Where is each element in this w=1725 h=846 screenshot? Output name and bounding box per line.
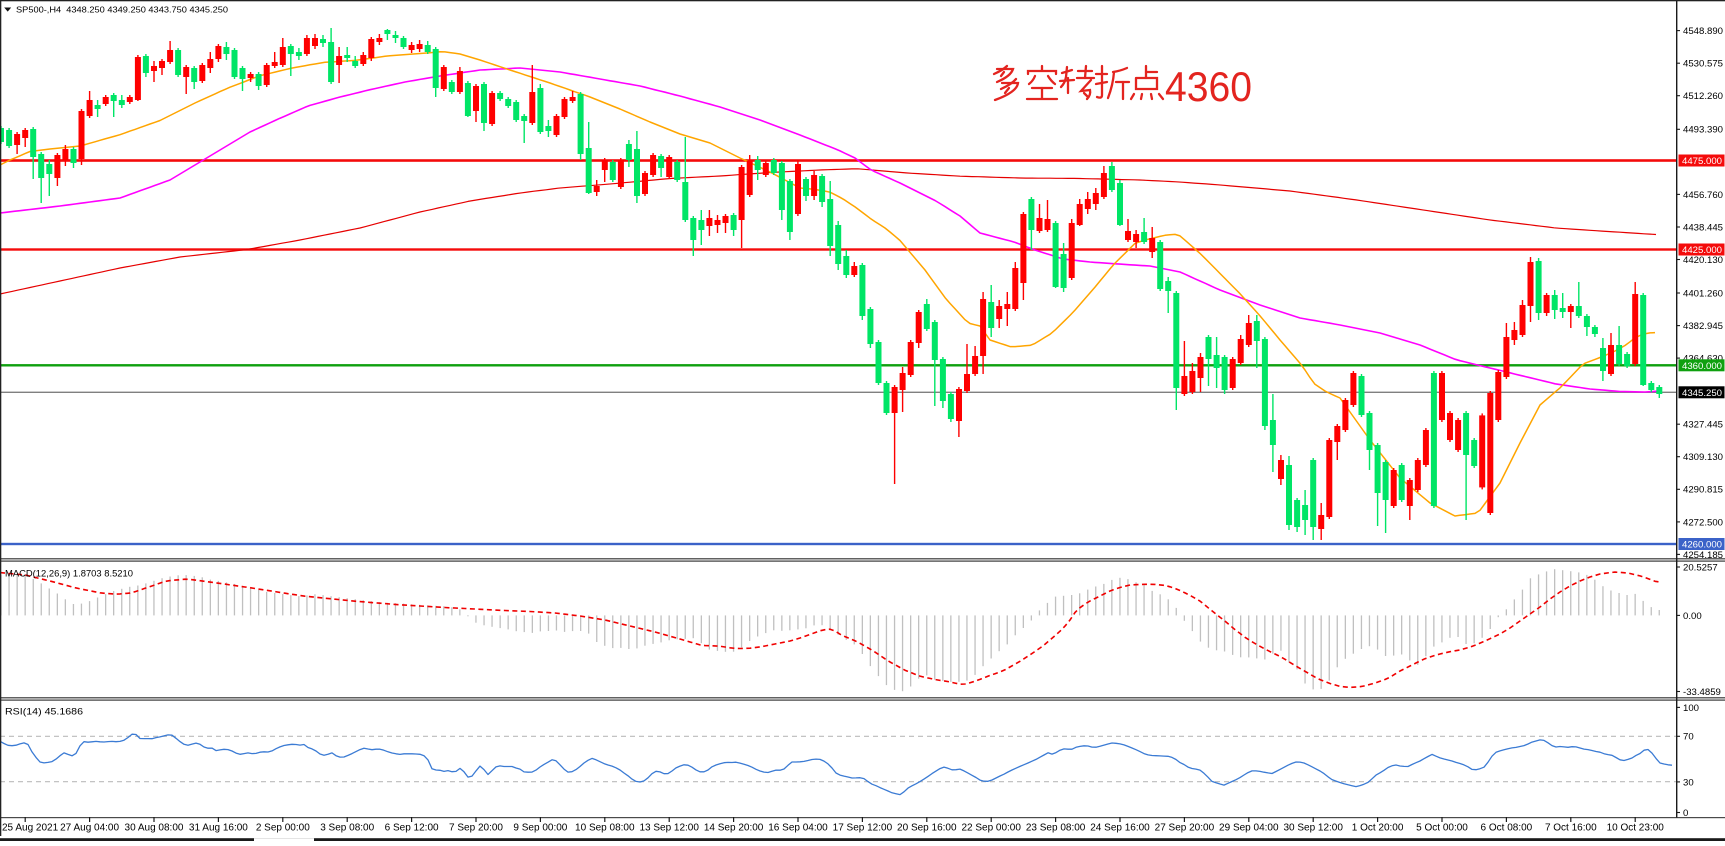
svg-text:30 Sep 12:00: 30 Sep 12:00 bbox=[1283, 823, 1343, 834]
svg-text:70: 70 bbox=[1683, 732, 1694, 743]
svg-text:27 Sep 20:00: 27 Sep 20:00 bbox=[1155, 823, 1215, 834]
svg-text:16 Sep 04:00: 16 Sep 04:00 bbox=[768, 823, 828, 834]
svg-text:4360.000: 4360.000 bbox=[1682, 361, 1722, 372]
svg-text:6 Oct 08:00: 6 Oct 08:00 bbox=[1481, 823, 1533, 834]
svg-text:4512.260: 4512.260 bbox=[1683, 91, 1723, 102]
svg-text:13 Sep 12:00: 13 Sep 12:00 bbox=[639, 823, 699, 834]
svg-text:25 Aug 2021: 25 Aug 2021 bbox=[2, 823, 59, 834]
svg-text:4401.260: 4401.260 bbox=[1683, 288, 1723, 299]
svg-text:4364.630: 4364.630 bbox=[1683, 354, 1723, 365]
svg-text:4260.000: 4260.000 bbox=[1682, 540, 1722, 551]
svg-text:4475.000: 4475.000 bbox=[1682, 156, 1722, 167]
svg-text:20 Sep 16:00: 20 Sep 16:00 bbox=[897, 823, 957, 834]
svg-text:31 Aug 16:00: 31 Aug 16:00 bbox=[189, 823, 248, 834]
svg-text:23 Sep 08:00: 23 Sep 08:00 bbox=[1026, 823, 1086, 834]
svg-text:2 Sep 00:00: 2 Sep 00:00 bbox=[256, 823, 310, 834]
svg-text:0.00: 0.00 bbox=[1683, 611, 1702, 622]
svg-text:10 Sep 08:00: 10 Sep 08:00 bbox=[575, 823, 635, 834]
svg-text:17 Sep 12:00: 17 Sep 12:00 bbox=[833, 823, 893, 834]
svg-text:9 Sep 00:00: 9 Sep 00:00 bbox=[513, 823, 567, 834]
svg-text:22 Sep 00:00: 22 Sep 00:00 bbox=[961, 823, 1021, 834]
svg-text:4345.250: 4345.250 bbox=[1682, 388, 1722, 399]
svg-text:SP500-,H4 4348.250 4349.250 4: SP500-,H4 4348.250 4349.250 4343.750 434… bbox=[16, 4, 228, 14]
svg-text:RSI(14) 45.1686: RSI(14) 45.1686 bbox=[5, 707, 83, 717]
svg-text:7 Oct 16:00: 7 Oct 16:00 bbox=[1545, 823, 1597, 834]
svg-text:4425.000: 4425.000 bbox=[1682, 245, 1722, 256]
svg-text:4530.575: 4530.575 bbox=[1683, 59, 1723, 70]
svg-text:0: 0 bbox=[1683, 808, 1688, 819]
svg-text:4290.815: 4290.815 bbox=[1683, 485, 1723, 496]
svg-text:4327.445: 4327.445 bbox=[1683, 420, 1723, 431]
svg-text:3 Sep 08:00: 3 Sep 08:00 bbox=[320, 823, 374, 834]
svg-text:4382.945: 4382.945 bbox=[1683, 321, 1723, 332]
svg-text:4254.185: 4254.185 bbox=[1683, 550, 1723, 561]
svg-text:30: 30 bbox=[1683, 777, 1694, 788]
svg-text:100: 100 bbox=[1683, 703, 1699, 714]
svg-text:4272.500: 4272.500 bbox=[1683, 517, 1723, 528]
svg-text:4548.890: 4548.890 bbox=[1683, 26, 1723, 37]
svg-text:10 Oct 23:00: 10 Oct 23:00 bbox=[1607, 823, 1665, 834]
svg-text:7 Sep 20:00: 7 Sep 20:00 bbox=[449, 823, 503, 834]
svg-text:29 Sep 04:00: 29 Sep 04:00 bbox=[1219, 823, 1279, 834]
svg-text:4456.760: 4456.760 bbox=[1683, 190, 1723, 201]
svg-text:30 Aug 08:00: 30 Aug 08:00 bbox=[125, 823, 184, 834]
svg-text:4309.130: 4309.130 bbox=[1683, 452, 1723, 463]
svg-text:14 Sep 20:00: 14 Sep 20:00 bbox=[704, 823, 764, 834]
svg-text:4493.390: 4493.390 bbox=[1683, 125, 1723, 136]
svg-text:-33.4859: -33.4859 bbox=[1683, 687, 1721, 698]
svg-text:5 Oct 00:00: 5 Oct 00:00 bbox=[1416, 823, 1468, 834]
svg-text:4360: 4360 bbox=[1165, 63, 1252, 110]
svg-text:20.5257: 20.5257 bbox=[1683, 562, 1718, 573]
svg-text:27 Aug 04:00: 27 Aug 04:00 bbox=[60, 823, 119, 834]
svg-text:1 Oct 20:00: 1 Oct 20:00 bbox=[1352, 823, 1404, 834]
svg-text:4420.130: 4420.130 bbox=[1683, 255, 1723, 266]
svg-text:24 Sep 16:00: 24 Sep 16:00 bbox=[1090, 823, 1150, 834]
svg-text:4438.445: 4438.445 bbox=[1683, 222, 1723, 233]
svg-text:6 Sep 12:00: 6 Sep 12:00 bbox=[385, 823, 439, 834]
svg-text:MACD(12,26,9) 1.8703 8.5210: MACD(12,26,9) 1.8703 8.5210 bbox=[5, 569, 133, 579]
